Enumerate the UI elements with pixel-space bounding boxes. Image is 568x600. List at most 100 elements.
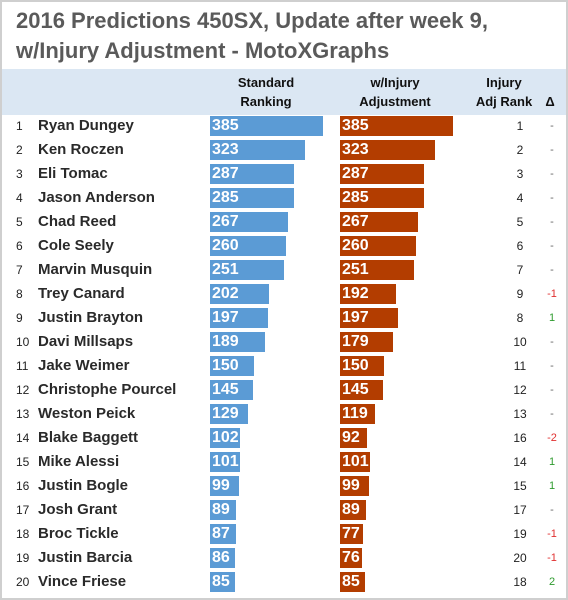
rank-number: 15: [16, 455, 30, 469]
injury-adjustment-value: 323: [342, 141, 369, 158]
injury-adjustment-bar: [340, 188, 424, 208]
injury-adjustment-value: 179: [342, 333, 369, 350]
injury-adjustment-value: 101: [342, 453, 369, 470]
standard-ranking-header-line2: Ranking: [240, 94, 292, 109]
standard-ranking-value: 189: [212, 333, 239, 350]
injury-adj-rank: 4: [516, 191, 524, 205]
injury-adjustment-value: 77: [342, 525, 360, 542]
injury-adjustment-bar: [340, 140, 435, 160]
rider-name: Cole Seely: [38, 237, 114, 254]
rank-delta: 1: [548, 456, 556, 468]
standard-ranking-header-line1: Standard: [237, 75, 295, 90]
rank-delta: 1: [548, 480, 556, 492]
standard-ranking-value: 385: [212, 117, 239, 134]
injury-adj-rank-header-line2: Adj Rank: [475, 94, 533, 109]
rank-delta: 2: [548, 576, 556, 588]
injury-adjustment-value: 285: [342, 189, 369, 206]
rider-name: Chad Reed: [38, 213, 117, 230]
standard-ranking-value: 145: [212, 381, 239, 398]
injury-adjustment-bar: [340, 284, 397, 304]
injury-adjustment-header: w/Injury Adjustment: [338, 73, 452, 111]
injury-adjustment-value: 260: [342, 237, 369, 254]
standard-ranking-value: 89: [212, 501, 230, 518]
rank-delta: -: [550, 168, 554, 180]
injury-adj-rank: 20: [513, 551, 527, 565]
standard-ranking-bar: [210, 500, 237, 520]
rank-number: 13: [16, 407, 30, 421]
standard-ranking-value: 129: [212, 405, 239, 422]
standard-ranking-bar: [210, 356, 255, 376]
injury-adjustment-bar: [340, 164, 425, 184]
injury-adjustment-bar: [340, 212, 419, 232]
standard-ranking-value: 102: [212, 429, 239, 446]
rank-delta: -1: [547, 288, 557, 300]
rank-number: 16: [16, 479, 30, 493]
rank-number: 20: [16, 575, 30, 589]
injury-adjustment-bar: [340, 116, 453, 136]
injury-adj-rank: 5: [516, 215, 524, 229]
injury-adjustment-bar: [340, 548, 363, 568]
standard-ranking-bar: [210, 260, 284, 280]
injury-adj-rank: 1: [516, 119, 524, 133]
rank-delta: -: [550, 240, 554, 252]
injury-adjustment-bar: [340, 476, 370, 496]
standard-ranking-bar: [210, 188, 294, 208]
rider-name: Eli Tomac: [38, 165, 108, 182]
standard-ranking-bar: [210, 452, 240, 472]
standard-ranking-bar: [210, 308, 268, 328]
rank-number: 1: [16, 119, 23, 133]
standard-ranking-value: 285: [212, 189, 239, 206]
rider-name: Jake Weimer: [38, 357, 130, 374]
standard-ranking-value: 251: [212, 261, 239, 278]
standard-ranking-value: 87: [212, 525, 230, 542]
rank-delta: -1: [547, 528, 557, 540]
rank-number: 11: [16, 359, 29, 373]
rank-delta: -1: [547, 552, 557, 564]
rider-name: Davi Millsaps: [38, 333, 134, 350]
injury-adjustment-bar: [340, 500, 367, 520]
rank-delta: 1: [548, 312, 556, 324]
standard-ranking-bar: [210, 548, 236, 568]
delta-header: Δ: [545, 94, 555, 109]
rider-name: Christophe Pourcel: [38, 381, 177, 398]
injury-adj-rank-header-line1: Injury: [486, 75, 522, 90]
rank-number: 5: [16, 215, 23, 229]
injury-adj-rank: 14: [513, 455, 527, 469]
standard-ranking-bar: [210, 140, 305, 160]
injury-adjustment-bar: [340, 428, 367, 448]
injury-adjustment-value: 385: [342, 117, 369, 134]
rank-delta: -: [550, 360, 554, 372]
rider-name: Justin Barcia: [38, 549, 133, 566]
standard-ranking-bar: [210, 332, 266, 352]
rank-delta: -: [550, 336, 554, 348]
rank-number: 10: [16, 335, 30, 349]
rank-delta: -: [550, 384, 554, 396]
injury-adjustment-value: 287: [342, 165, 369, 182]
standard-ranking-bar: [210, 236, 287, 256]
injury-adjustment-value: 267: [342, 213, 369, 230]
rider-name: Josh Grant: [38, 501, 118, 518]
injury-adjustment-bar: [340, 380, 383, 400]
chart-title: 2016 Predictions 450SX, Update after wee…: [16, 6, 561, 66]
injury-adjustment-value: 150: [342, 357, 369, 374]
injury-adj-rank: 15: [513, 479, 527, 493]
injury-adj-rank: 2: [516, 143, 524, 157]
injury-adjustment-bar: [340, 356, 385, 376]
rider-name: Broc Tickle: [38, 525, 119, 542]
standard-ranking-value: 202: [212, 285, 239, 302]
injury-adjustment-value: 85: [342, 573, 360, 590]
rank-number: 7: [16, 263, 23, 277]
rank-delta: -: [550, 144, 554, 156]
injury-adj-rank: 11: [513, 359, 527, 373]
standard-ranking-value: 323: [212, 141, 239, 158]
rank-delta: -: [550, 264, 554, 276]
injury-adjustment-bar: [340, 332, 393, 352]
injury-adjustment-value: 89: [342, 501, 360, 518]
injury-adjustment-bar: [340, 404, 375, 424]
rank-delta: -2: [547, 432, 557, 444]
rider-name: Marvin Musquin: [38, 261, 153, 278]
injury-adjustment-value: 99: [342, 477, 360, 494]
rank-number: 2: [16, 143, 23, 157]
injury-adjustment-bar: [340, 260, 414, 280]
